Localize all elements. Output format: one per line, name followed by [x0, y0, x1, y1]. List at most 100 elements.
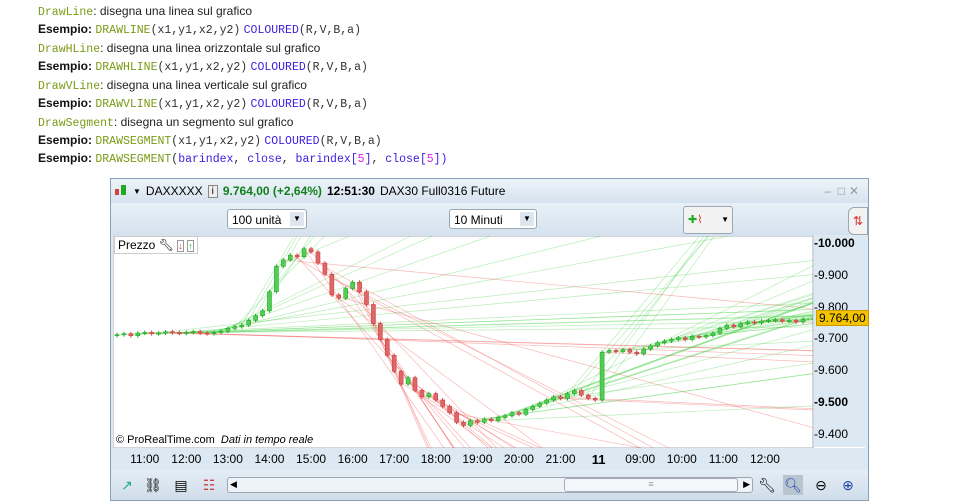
last-price-badge: 9.764,00 [816, 310, 869, 327]
candle [662, 340, 667, 343]
code: 5 [357, 153, 365, 166]
units-value: 100 unità [232, 213, 282, 227]
code: ( [171, 153, 179, 166]
code: barindex [295, 153, 351, 166]
units-select[interactable]: 100 unità ▼ [227, 209, 307, 229]
y-tick-label: -9.500 [814, 395, 849, 410]
x-tick-label: 11:00 [130, 452, 160, 466]
fan-line [525, 316, 814, 410]
candle [156, 332, 161, 335]
fan-line [678, 318, 814, 339]
fan-line [511, 301, 814, 414]
candle [488, 418, 494, 421]
fan-line [137, 326, 814, 334]
code: (R,V,B,a) [319, 135, 382, 148]
fan-line [290, 254, 641, 448]
candle [696, 336, 702, 338]
code: [ [350, 153, 358, 166]
candle [495, 417, 501, 421]
chart-svg[interactable] [113, 236, 865, 448]
candle [378, 323, 383, 340]
candle [544, 399, 549, 404]
x-tick-label: 17:00 [379, 452, 410, 466]
scrollbar[interactable]: ◀ ≡ ▶ [227, 477, 753, 493]
code: ]) [433, 153, 448, 166]
scroll-right-icon[interactable]: ▶ [743, 479, 750, 489]
chevron-down-icon[interactable]: ▼ [133, 186, 141, 196]
settings-icon[interactable]: 🔧︎ [758, 477, 776, 493]
candle [738, 323, 744, 328]
chart-type-icon[interactable]: ⛓ [144, 477, 162, 493]
arrow-down-icon[interactable]: ↓ [177, 240, 184, 252]
candle [454, 412, 459, 423]
candle [281, 259, 286, 267]
code: (R,V,B,a) [305, 61, 368, 74]
fan-line [352, 282, 432, 448]
candle [391, 355, 397, 372]
candle [786, 320, 792, 322]
y-tick-label: -10.000 [814, 236, 855, 250]
code: [ [419, 153, 427, 166]
fan-line [650, 315, 814, 347]
fan-line [712, 300, 814, 334]
x-tick-label: 14:00 [254, 452, 285, 466]
minimize-icon[interactable]: – [824, 184, 831, 198]
fan-line [414, 390, 505, 448]
scrollbar-thumb[interactable]: ≡ [564, 478, 738, 492]
x-tick-label: 09:00 [625, 452, 656, 466]
candle [384, 339, 390, 356]
close-icon[interactable]: ✕ [848, 184, 859, 198]
add-indicator-button[interactable]: ✚⌇ ▼ [683, 206, 733, 234]
candle [773, 319, 778, 322]
indicator-list-icon[interactable]: ▤ [174, 477, 188, 493]
candle [184, 332, 189, 334]
drawsegment-desc: DrawSegment: disegna un segmento sul gra… [38, 113, 447, 131]
drawvline-example: Esempio: DRAWVLINE(x1,y1,x2,y2) COLOURED… [38, 94, 447, 112]
auto-zoom-icon[interactable]: 🔍︎ [783, 475, 803, 495]
fan-line [172, 332, 814, 351]
fan-line [200, 236, 729, 334]
y-tick-label: -9.600 [814, 363, 849, 378]
code: COLOURED [264, 135, 320, 148]
label: Esempio: [38, 151, 93, 165]
code: (x1,y1,x2,y2) [157, 61, 248, 74]
fan-line [220, 236, 433, 332]
candle [558, 396, 563, 399]
code: COLOURED [243, 24, 299, 37]
fan-line [331, 294, 814, 428]
arrow-up-icon[interactable]: ↑ [187, 240, 194, 252]
candlestick-icon[interactable] [114, 183, 128, 199]
candle [405, 377, 411, 385]
maximize-icon[interactable]: □ [837, 184, 845, 198]
candle [267, 291, 272, 312]
orderbook-icon[interactable]: ☷ [202, 477, 216, 493]
wrench-icon[interactable]: 🔧︎ [158, 238, 174, 252]
candle [468, 420, 473, 426]
info-icon[interactable]: i [207, 184, 218, 198]
symbol-label[interactable]: DAXXXXX [145, 184, 203, 198]
x-tick-label: 18:00 [420, 452, 451, 466]
candle [322, 262, 328, 275]
side-panel-toggle[interactable]: ⇅ [848, 207, 868, 235]
candle [260, 310, 265, 316]
fan-line [310, 251, 497, 448]
fan-line [456, 405, 814, 423]
zoom-out-icon[interactable]: ⊖ [815, 477, 827, 493]
realtime-note: Dati in tempo reale [220, 434, 314, 446]
drawing-tools-icon[interactable]: ↗ [121, 477, 133, 493]
code: , [233, 153, 248, 166]
candle [655, 342, 660, 347]
candle [163, 331, 168, 334]
fan-line [400, 383, 541, 448]
zoom-in-icon[interactable]: ⊕ [842, 477, 854, 493]
label: Esempio: [38, 133, 93, 147]
price-change: 9.764,00 (+2,64%) [222, 184, 322, 198]
candle [592, 398, 598, 401]
scroll-left-icon[interactable]: ◀ [230, 479, 237, 489]
fan-line [518, 265, 814, 415]
label: Esempio: [38, 59, 93, 73]
price-chart[interactable]: Prezzo 🔧︎ ↓ ↑ © ProRealTime.com Dati in … [113, 236, 865, 448]
candle [301, 248, 307, 258]
fan-line [692, 297, 814, 337]
timeframe-select[interactable]: 10 Minuti ▼ [449, 209, 537, 229]
